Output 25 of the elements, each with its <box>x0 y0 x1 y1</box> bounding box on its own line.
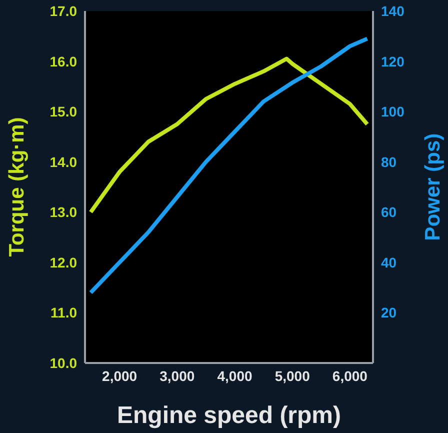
y-tick-label: 10.0 <box>50 354 78 371</box>
y-tick-label: 16.0 <box>50 53 78 70</box>
y-tick-label: 14.0 <box>50 154 78 170</box>
y2-tick-label: 60 <box>381 204 397 220</box>
y2-axis-title: Power (ps) <box>421 133 444 241</box>
y2-tick-label: 140 <box>381 2 405 19</box>
line-series <box>88 36 370 295</box>
y-axis-title: Torque (kg·m) <box>5 117 28 257</box>
y2-tick-label: 40 <box>381 254 397 270</box>
y-tick-label: 12.0 <box>50 254 78 270</box>
y2-tick-label: 80 <box>381 154 397 170</box>
x-tick-label: 4,000 <box>217 368 252 384</box>
y-tick-label: 17.0 <box>50 2 78 19</box>
y-tick-label: 13.0 <box>50 204 78 220</box>
y-tick-label: 15.0 <box>50 104 78 120</box>
x-tick-label: 3,000 <box>160 368 195 384</box>
y2-tick-label: 20 <box>381 304 397 321</box>
x-tick-label: 2,000 <box>102 368 138 384</box>
line-series <box>88 56 370 214</box>
y2-tick-label: 120 <box>381 53 405 70</box>
x-tick-label: 6,000 <box>332 368 368 384</box>
y-tick-label: 11.0 <box>50 304 78 321</box>
x-tick-label: 5,000 <box>274 368 310 384</box>
x-axis-title: Engine speed (rpm) <box>116 402 342 429</box>
y2-tick-label: 100 <box>381 104 405 120</box>
